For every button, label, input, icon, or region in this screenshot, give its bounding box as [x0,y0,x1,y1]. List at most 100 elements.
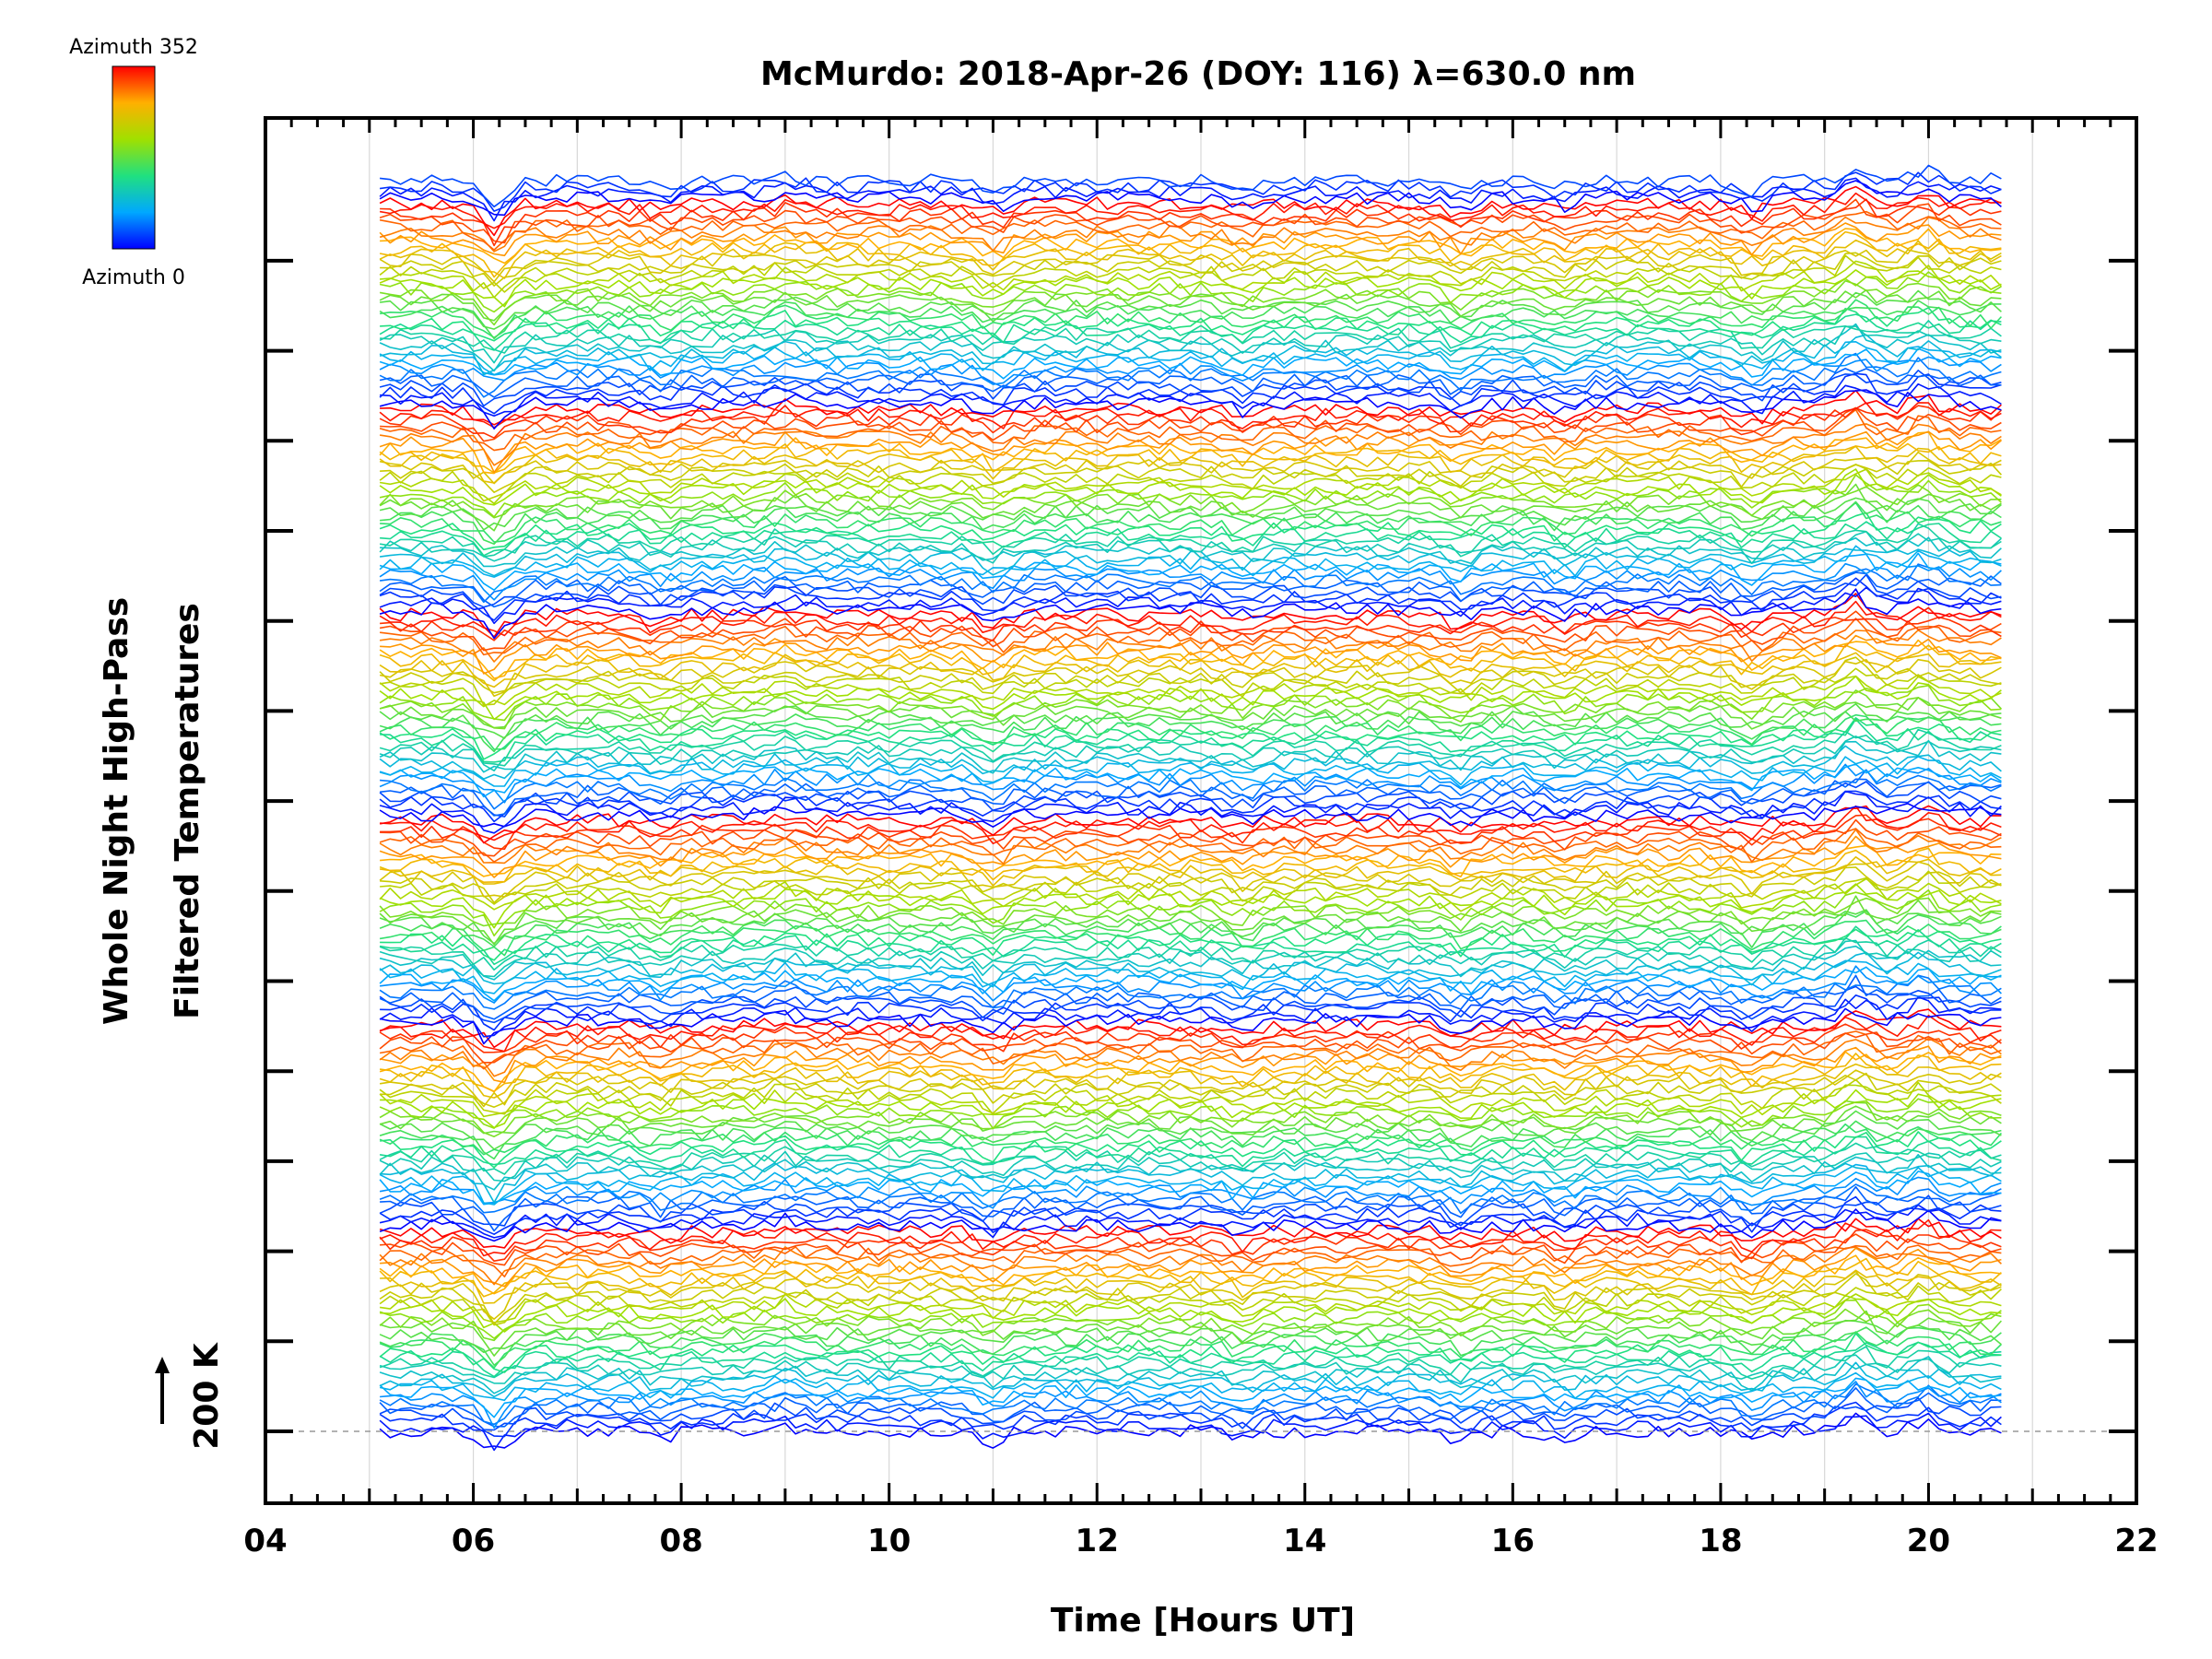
trace-line [379,925,2002,966]
trace-line [379,1110,2002,1150]
trace-line [379,1273,2002,1325]
trace-line [379,1246,2002,1286]
trace-line [380,1131,2002,1169]
trace-line [379,1023,2002,1053]
trace-line [379,974,2002,1010]
trace-line [379,600,2002,637]
trace-line [379,1331,2002,1369]
trace-line [379,552,2002,591]
trace-line [379,667,2002,706]
trace-line [379,1401,2002,1438]
trace-line [379,1078,2002,1115]
trace-line [379,523,2002,558]
trace-line [379,1150,2002,1182]
trace-line [380,778,2002,817]
trace-line [379,856,2002,887]
trace-line [379,271,2002,313]
trace-line [379,1326,2002,1366]
x-tick-label: 20 [1907,1523,1950,1559]
trace-line [379,1154,2002,1191]
trace-line [379,1007,2002,1045]
trace-line [379,652,2002,688]
trace-line [379,1142,2002,1175]
trace-line [379,763,2002,798]
trace-line [379,1371,2002,1402]
trace-line [380,164,2002,208]
trace-line [379,1098,2002,1130]
trace-line [379,563,2002,604]
trace-line [380,389,2002,426]
trace-line [379,372,2002,415]
trace-line [379,1031,2002,1064]
trace-line [379,180,2002,217]
trace-line [380,965,2002,1004]
trace-line [379,1204,2002,1239]
trace-line [379,431,2002,475]
trace-line [379,861,2002,898]
trace-line [379,828,2002,863]
trace-line [379,368,2002,398]
trace-line [379,717,2002,760]
trace-line [379,1135,2002,1168]
trace-line [379,739,2002,774]
trace-line [379,895,2002,946]
trace-line [379,939,2002,978]
trace-line [379,829,2002,865]
trace-line [379,675,2002,708]
trace-line [379,249,2002,283]
scale-arrow-head [155,1357,170,1373]
trace-line [380,866,2002,904]
trace-line [380,769,2002,810]
trace-line [379,974,2002,1020]
trace-line [380,1088,2002,1129]
trace-line [379,689,2002,730]
trace-line [379,484,2002,519]
trace-line [379,1037,2002,1077]
trace-line [379,423,2002,466]
trace-line [379,325,2002,364]
x-tick-label: 10 [867,1523,911,1559]
trace-line [379,945,2002,981]
scale-indicator: 200 K [155,1342,226,1450]
x-tick-label: 16 [1491,1523,1535,1559]
trace-line [379,763,2002,804]
colorbar-gradient [112,65,156,250]
trace-line [379,185,2002,237]
trace-line [379,1176,2002,1209]
trace-line [379,919,2002,957]
trace-line [379,352,2002,398]
trace-line [379,658,2002,698]
trace-line [379,1412,2002,1452]
trace-line [380,1294,2002,1333]
trace-line [379,389,2002,429]
trace-line [379,588,2002,640]
trace-line [379,347,2002,380]
trace-line [379,545,2002,578]
trace-line [379,735,2002,771]
trace-line [379,1377,2002,1418]
trace-line [379,1341,2002,1378]
trace-line [379,1081,2002,1118]
trace-line [379,610,2002,652]
x-axis-label: Time [Hours UT] [1051,1602,1355,1640]
trace-line [379,405,2002,439]
trace-line [379,1045,2002,1084]
trace-line [380,928,2002,961]
trace-line [379,1254,2002,1295]
chart-title: McMurdo: 2018-Apr-26 (DOY: 116) λ=630.0 … [760,55,1636,93]
trace-line [379,1361,2002,1398]
trace-line [379,897,2002,927]
trace-line [379,1229,2002,1262]
trace-line [379,571,2002,608]
x-tick-label: 12 [1076,1523,1119,1559]
trace-line [379,512,2002,551]
trace-line [379,639,2002,679]
trace-line [379,883,2002,929]
trace-line [379,402,2002,429]
trace-line [379,702,2002,739]
x-tick-label: 08 [659,1523,702,1559]
trace-line [379,408,2002,452]
trace-line [379,573,2002,608]
trace-line [379,1069,2002,1108]
trace-line [380,994,2002,1031]
